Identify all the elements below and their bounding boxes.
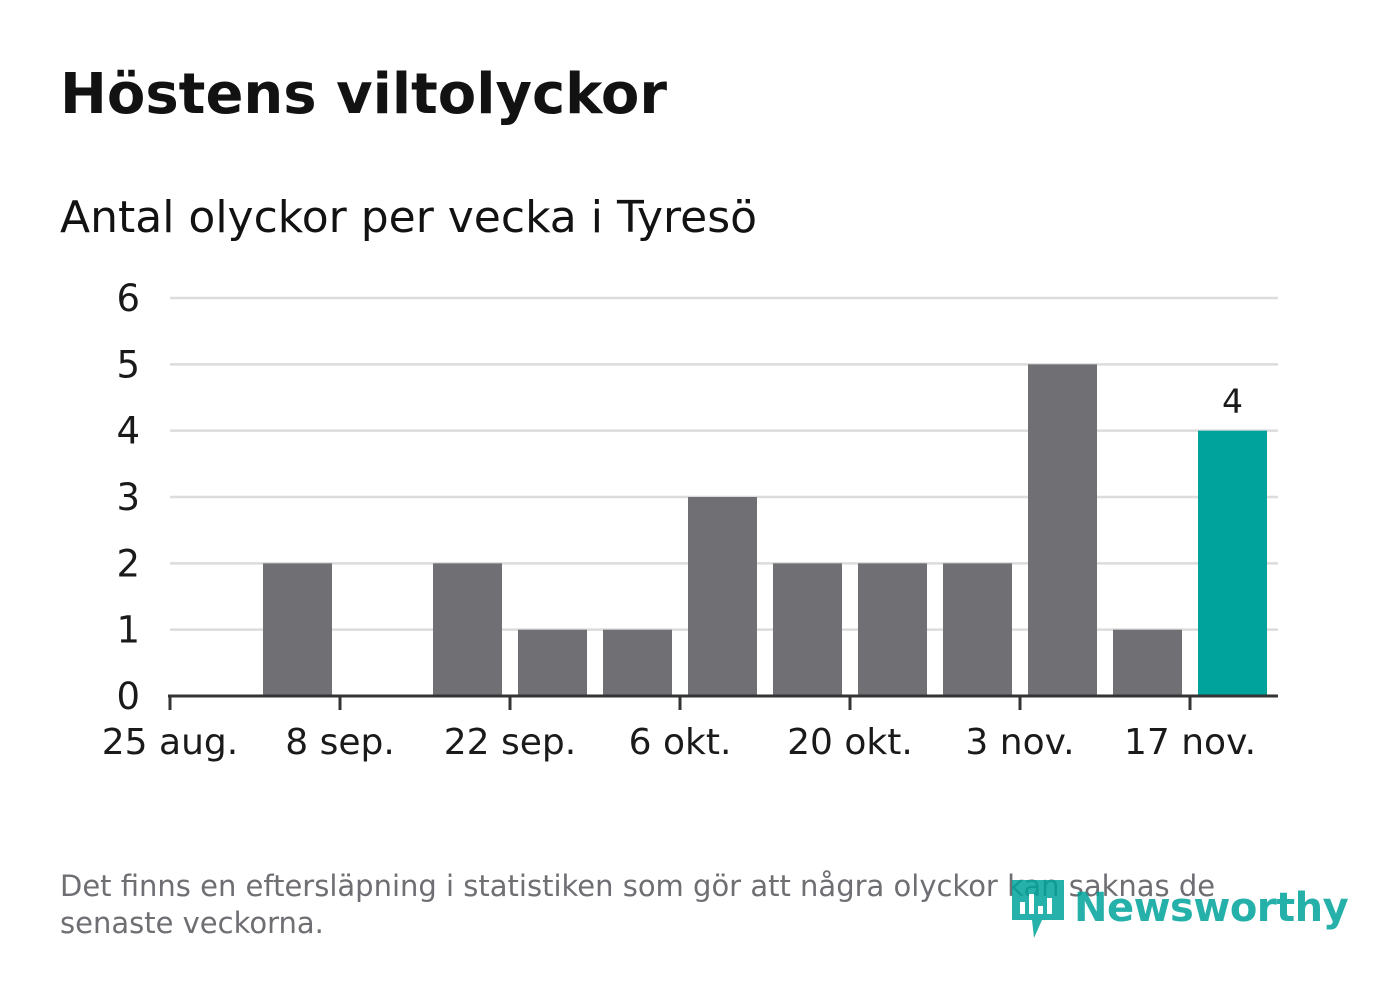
y-axis-tick-labels: 0 1 2 3 4 5 6 [116,277,140,718]
bar-6 [688,497,757,696]
y-tick-label: 5 [116,343,140,386]
x-tick-label: 3 nov. [965,722,1074,763]
y-tick-label: 6 [116,277,140,320]
bar-11 [1113,629,1182,696]
bar-5 [603,629,672,696]
chart-data-labels: 4 [1222,382,1243,421]
x-tick-label: 17 nov. [1124,722,1256,763]
chart-subtitle: Antal olyckor per vecka i Tyresö [60,192,758,243]
y-tick-label: 3 [116,476,140,519]
y-tick-label: 2 [116,542,140,585]
bar-9 [943,563,1012,696]
bar-7 [773,563,842,696]
y-tick-label: 4 [116,410,140,453]
y-tick-label: 0 [116,675,140,718]
page-title: Höstens viltolyckor [60,62,667,127]
bar-4 [518,629,587,696]
bar-3 [433,563,502,696]
bar-10 [1028,364,1097,696]
x-tick-label: 8 sep. [285,722,395,763]
newsworthy-chart-bubble-icon [1012,880,1064,938]
y-tick-label: 1 [116,609,140,652]
newsworthy-logo: Newsworthy [1010,876,1349,940]
x-tick-label: 22 sep. [444,722,576,763]
bar-8 [858,563,927,696]
bar-1 [263,563,332,696]
x-tick-label: 25 aug. [102,722,238,763]
newsworthy-logo-text: Newsworthy [1074,885,1349,931]
x-tick-label: 20 okt. [787,722,913,763]
chart-bars [263,364,1267,696]
bar-chart: 0 1 2 3 4 5 6 4 25 aug. 8 sep. 22 sep. 6 okt. 20 o… [102,277,1278,763]
x-tick-label: 6 okt. [629,722,732,763]
bar-12 [1198,430,1267,696]
x-axis: 25 aug. 8 sep. 22 sep. 6 okt. 20 okt. 3 nov. 1… [102,694,1278,763]
data-label: 4 [1222,382,1243,421]
